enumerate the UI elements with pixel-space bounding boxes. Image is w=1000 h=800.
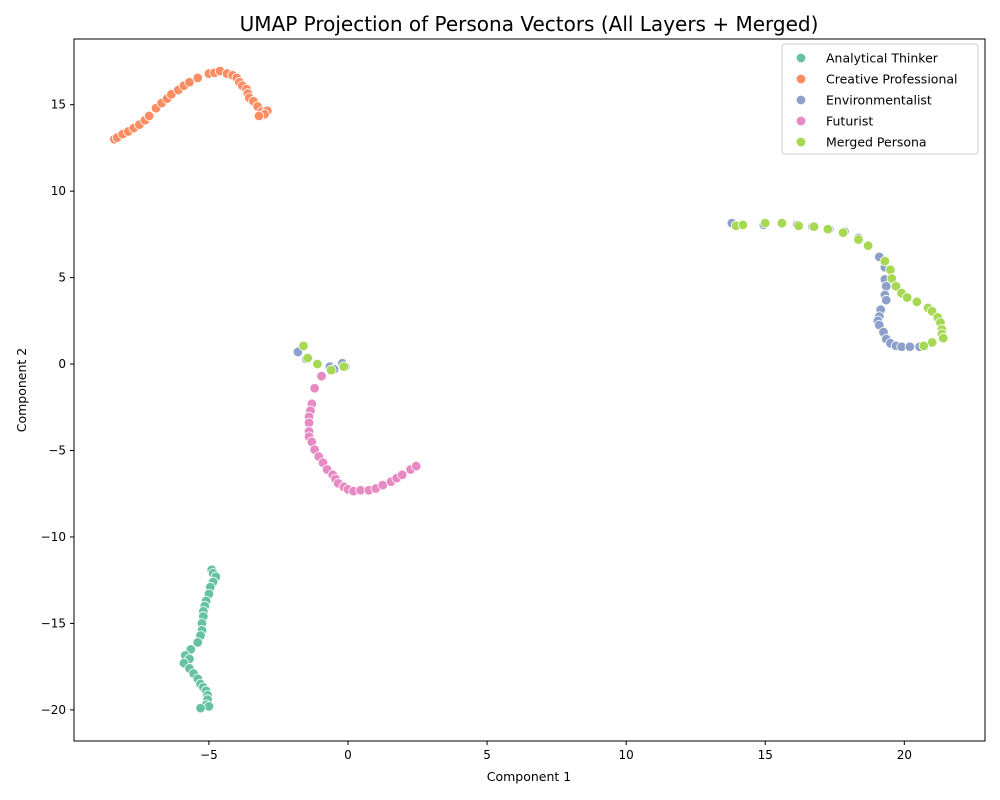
legend-marker: [795, 136, 807, 148]
y-tick-label: −20: [41, 703, 66, 717]
x-tick-label: 10: [619, 748, 634, 762]
plot-area-frame: [73, 38, 986, 742]
data-point: [837, 227, 849, 238]
data-point: [911, 296, 923, 308]
data-point: [312, 358, 323, 370]
legend-marker: [795, 52, 807, 64]
y-tick-label: −15: [41, 616, 66, 630]
x-tick-label: 0: [344, 748, 352, 762]
y-tick-label: 5: [58, 271, 66, 285]
data-point: [303, 417, 315, 429]
data-point: [195, 702, 206, 714]
data-point: [808, 221, 820, 232]
data-point: [737, 219, 749, 231]
x-tick-label: 5: [483, 748, 491, 762]
x-axis-ticks: −5 0 5 10 15 20: [200, 741, 912, 762]
data-point: [793, 220, 804, 231]
legend-marker: [795, 94, 807, 106]
data-point: [192, 637, 203, 648]
data-point: [143, 110, 155, 122]
data-point: [822, 223, 834, 235]
legend-marker: [795, 115, 807, 127]
legend-label: Merged Persona: [826, 135, 927, 150]
series-futurist: [303, 370, 422, 497]
y-tick-label: −5: [48, 444, 66, 458]
data-point: [776, 217, 788, 229]
data-point: [901, 292, 913, 303]
legend-label: Creative Professional: [826, 72, 958, 87]
series-analytical-thinker: [178, 564, 222, 714]
x-tick-label: −5: [200, 748, 218, 762]
y-axis-label: Component 2: [14, 348, 29, 433]
legend: Analytical Thinker Creative Professional E…: [781, 43, 979, 155]
legend-marker: [795, 73, 807, 85]
x-tick-label: 20: [897, 748, 912, 762]
legend-label: Analytical Thinker: [826, 51, 939, 66]
chart-title: UMAP Projection of Persona Vectors (All …: [240, 12, 819, 36]
y-tick-label: −10: [41, 530, 66, 544]
series-merged-persona: [298, 217, 949, 376]
data-point: [879, 255, 891, 267]
data-point: [397, 469, 408, 480]
y-tick-label: 10: [51, 184, 66, 198]
data-point: [184, 77, 195, 88]
data-point: [316, 370, 327, 382]
legend-label: Futurist: [826, 114, 873, 129]
data-point: [918, 340, 930, 352]
data-point: [862, 240, 874, 251]
data-point: [885, 264, 896, 276]
series-creative-professional: [109, 65, 273, 145]
data-point: [938, 332, 949, 344]
series-environmentalist: [292, 217, 925, 375]
data-point: [302, 352, 313, 364]
data-point: [253, 110, 265, 122]
data-point: [881, 294, 892, 306]
legend-label: Environmentalist: [826, 93, 932, 108]
data-point: [853, 234, 864, 245]
y-tick-label: 15: [51, 98, 66, 112]
x-tick-label: 15: [758, 748, 773, 762]
data-point: [203, 701, 215, 712]
data-point: [410, 460, 422, 472]
data-point: [192, 72, 203, 84]
x-axis-label: Component 1: [487, 769, 572, 784]
data-point: [904, 341, 916, 352]
data-point: [298, 340, 309, 352]
data-point: [338, 361, 350, 372]
data-point: [309, 383, 320, 394]
data-point: [760, 217, 771, 229]
data-point: [890, 281, 902, 292]
scatter-points: [109, 65, 949, 714]
y-axis-ticks: −20 −15 −10 −5 0 5 10 15: [41, 98, 74, 717]
y-tick-label: 0: [58, 357, 66, 371]
data-point: [326, 364, 337, 376]
legend-box: [781, 43, 979, 155]
